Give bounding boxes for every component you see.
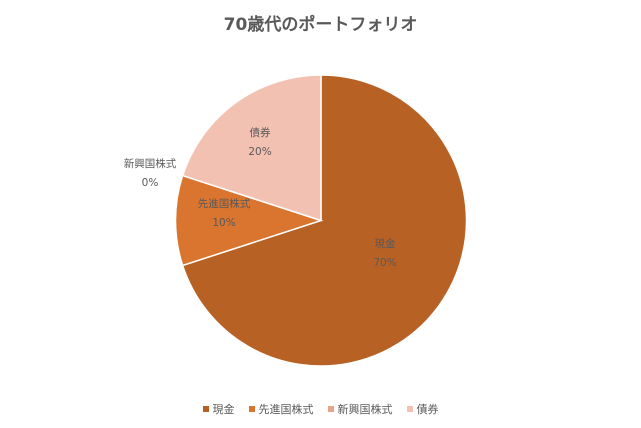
label-emerging-name: 新興国株式: [123, 158, 177, 170]
legend-item-emerging[interactable]: 新興国株式: [327, 401, 393, 417]
legend-swatch-icon: [248, 406, 255, 412]
label-bonds: 債券 20%: [230, 124, 290, 162]
label-cash-pct: 70%: [373, 257, 397, 269]
legend-item-developed[interactable]: 先進国株式: [248, 401, 314, 417]
label-cash: 現金 70%: [355, 235, 415, 273]
legend: 現金 先進国株式 新興国株式 債券: [0, 401, 641, 417]
pie-slice[interactable]: [174, 174, 324, 267]
label-bonds-name: 債券: [249, 127, 271, 139]
legend-label: 新興国株式: [337, 403, 393, 416]
label-emerging-pct: 0%: [141, 177, 159, 189]
chart-title: 70歳代のポートフォリオ: [223, 15, 418, 35]
legend-swatch-icon: [406, 406, 413, 412]
legend-swatch-icon: [327, 406, 334, 412]
legend-label: 債券: [416, 403, 439, 416]
label-emerging: 新興国株式 0%: [105, 155, 195, 193]
pie-slice[interactable]: [181, 74, 322, 222]
pie-slice[interactable]: [181, 74, 468, 367]
label-developed: 先進国株式 10%: [184, 195, 264, 233]
legend-label: 現金: [212, 403, 235, 416]
label-developed-pct: 10%: [212, 217, 236, 229]
label-developed-name: 先進国株式: [197, 198, 251, 210]
label-bonds-pct: 20%: [248, 146, 272, 158]
label-cash-name: 現金: [374, 238, 396, 250]
legend-swatch-icon: [202, 406, 209, 412]
legend-item-bonds[interactable]: 債券: [406, 401, 439, 417]
pie-slices: [174, 74, 468, 367]
legend-item-cash[interactable]: 現金: [202, 401, 235, 417]
legend-label: 先進国株式: [258, 403, 314, 416]
